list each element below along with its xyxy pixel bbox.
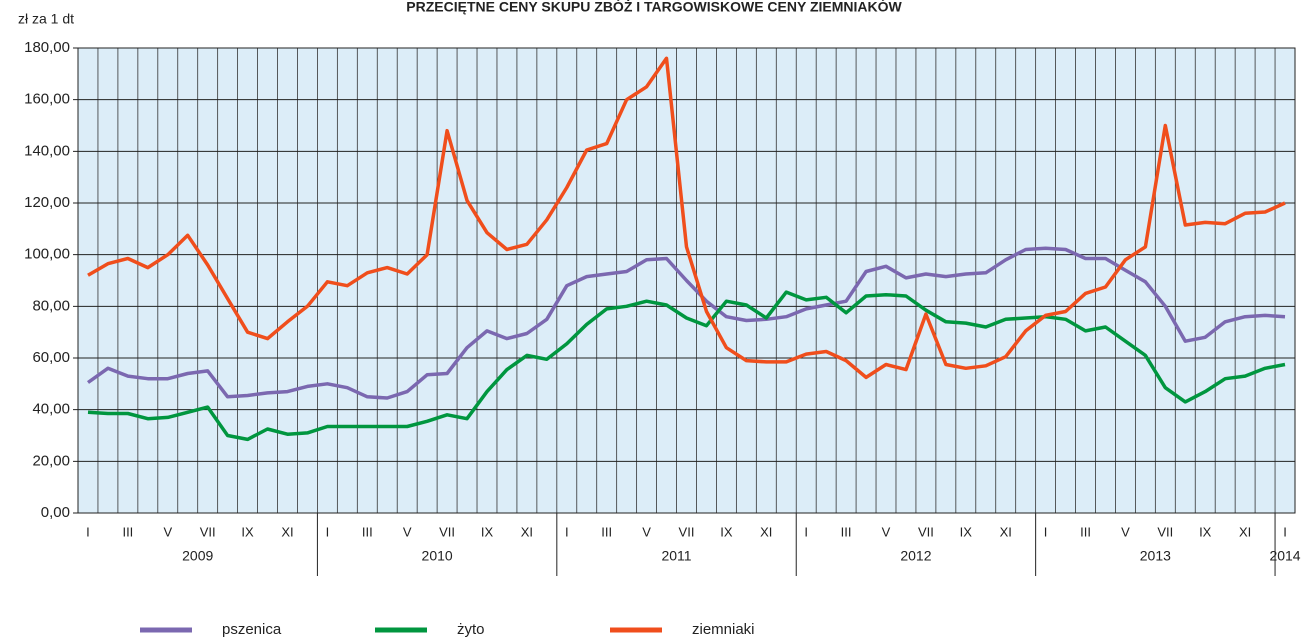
y-tick-label: 40,00 — [32, 401, 70, 418]
y-tick-label: 0,00 — [41, 504, 70, 521]
y-tick-label: 80,00 — [32, 297, 70, 314]
x-tick-label: XI — [521, 524, 533, 539]
series-line — [87, 56, 1286, 380]
year-label: 2012 — [900, 548, 931, 564]
y-tick-label: 180,00 — [24, 39, 70, 56]
x-tick-label: III — [1080, 524, 1091, 539]
series-line — [87, 290, 1286, 442]
x-tick-label: III — [841, 524, 852, 539]
x-tick-label: IX — [241, 524, 254, 539]
x-tick-label: III — [122, 524, 133, 539]
y-tick-label: 160,00 — [24, 91, 70, 108]
x-tick-label: I — [86, 524, 90, 539]
year-label: 2013 — [1140, 548, 1171, 564]
y-tick-label: 120,00 — [24, 194, 70, 211]
x-tick-label: IX — [1199, 524, 1212, 539]
x-tick-label: VII — [918, 524, 934, 539]
x-tick-label: XI — [281, 524, 293, 539]
x-tick-label: I — [1044, 524, 1048, 539]
x-tick-label: I — [1283, 524, 1287, 539]
x-tick-label: VII — [679, 524, 695, 539]
x-tick-label: V — [1121, 524, 1130, 539]
x-tick-label: XI — [760, 524, 772, 539]
y-tick-label: 100,00 — [24, 246, 70, 263]
x-tick-label: XI — [1239, 524, 1251, 539]
x-tick-label: V — [642, 524, 651, 539]
x-tick-label: III — [362, 524, 373, 539]
series-line — [86, 246, 1286, 400]
x-tick-label: IX — [960, 524, 973, 539]
year-label: 2011 — [661, 548, 691, 564]
legend-label: żyto — [457, 621, 485, 638]
y-tick-label: 20,00 — [32, 452, 70, 469]
x-tick-label: I — [804, 524, 808, 539]
x-tick-label: VII — [1157, 524, 1173, 539]
x-tick-label: IX — [720, 524, 733, 539]
x-tick-label: III — [601, 524, 612, 539]
year-label: 2009 — [182, 548, 213, 564]
x-tick-label: V — [163, 524, 172, 539]
x-tick-label: IX — [481, 524, 494, 539]
x-tick-label: XI — [1000, 524, 1012, 539]
chart-title: PRZECIĘTNE CENY SKUPU ZBÓŻ I TARGOWISKOW… — [406, 0, 902, 15]
x-tick-label: V — [882, 524, 891, 539]
legend-label: ziemniaki — [692, 621, 755, 638]
year-label: 2014 — [1269, 548, 1300, 564]
x-tick-label: VII — [200, 524, 216, 539]
legend-label: pszenica — [222, 621, 282, 638]
x-tick-label: I — [326, 524, 330, 539]
y-axis-label: zł za 1 dt — [18, 11, 74, 27]
y-tick-label: 60,00 — [32, 349, 70, 366]
x-tick-label: V — [403, 524, 412, 539]
year-label: 2010 — [422, 548, 453, 564]
y-tick-label: 140,00 — [24, 142, 70, 159]
x-tick-label: VII — [439, 524, 455, 539]
x-tick-label: I — [565, 524, 569, 539]
